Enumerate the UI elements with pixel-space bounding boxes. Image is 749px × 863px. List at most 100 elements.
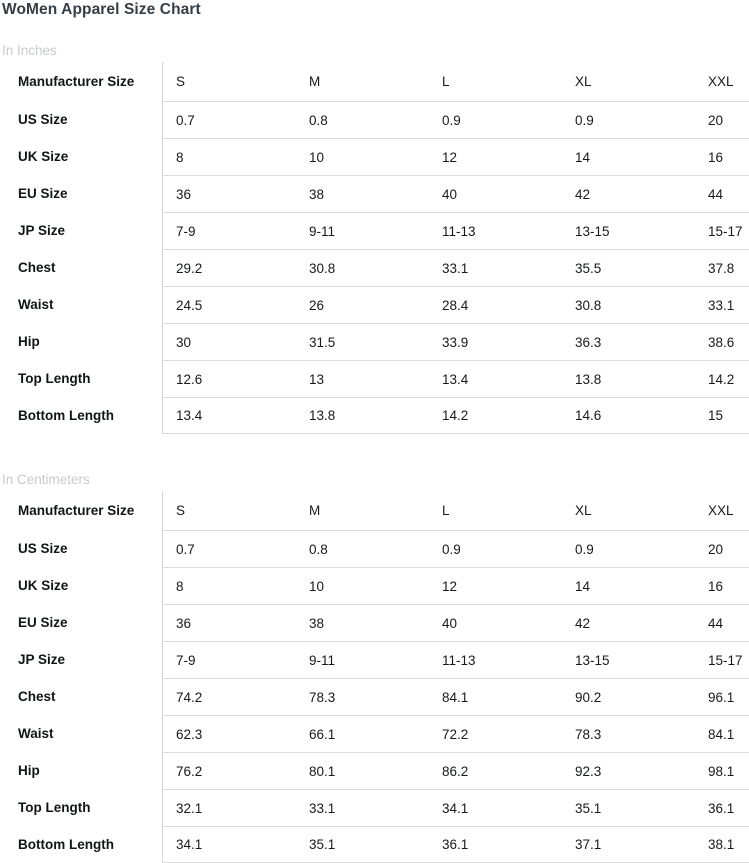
value-cell: 29.2	[163, 249, 296, 286]
value-cell: 16	[695, 138, 749, 175]
value-cell: 14	[562, 138, 695, 175]
manufacturer-size-header-cell: Manufacturer Size	[0, 491, 163, 530]
table-row: EU Size 36 38 40 42 44	[0, 175, 749, 212]
value-cell: 15-17	[695, 641, 749, 678]
value-cell: 28.4	[429, 286, 562, 323]
value-cell: 7-9	[163, 212, 296, 249]
value-cell: 38	[296, 175, 429, 212]
table-row: Top Length 12.6 13 13.4 13.8 14.2	[0, 360, 749, 397]
value-cell: 31.5	[296, 323, 429, 360]
value-cell: 35.5	[562, 249, 695, 286]
row-label: EU Size	[0, 604, 163, 641]
table-row: UK Size 8 10 12 14 16	[0, 567, 749, 604]
value-cell: 74.2	[163, 678, 296, 715]
table-row: US Size 0.7 0.8 0.9 0.9 20	[0, 101, 749, 138]
row-label: Hip	[0, 752, 163, 789]
value-cell: 98.1	[695, 752, 749, 789]
table-header-row: Manufacturer Size S M L XL XXL	[0, 62, 749, 101]
value-cell: 13	[296, 360, 429, 397]
row-label: Chest	[0, 249, 163, 286]
value-cell: 9-11	[296, 641, 429, 678]
table-row: JP Size 7-9 9-11 11-13 13-15 15-17	[0, 212, 749, 249]
value-cell: 72.2	[429, 715, 562, 752]
value-cell: 16	[695, 567, 749, 604]
column-header-xl: XL	[575, 74, 592, 89]
row-label: US Size	[0, 101, 163, 138]
value-cell: 76.2	[163, 752, 296, 789]
value-cell: 38	[296, 604, 429, 641]
row-label: JP Size	[0, 641, 163, 678]
value-cell: 26	[296, 286, 429, 323]
value-cell: 36.1	[429, 826, 562, 863]
table-row: Bottom Length 13.4 13.8 14.2 14.6 15	[0, 397, 749, 434]
table-row: Bottom Length 34.1 35.1 36.1 37.1 38.1	[0, 826, 749, 863]
column-header-s: S	[176, 74, 186, 89]
column-header-xxl: XXL	[708, 74, 734, 89]
value-cell: 0.9	[429, 101, 562, 138]
value-cell: 84.1	[429, 678, 562, 715]
column-header-m: M	[309, 74, 321, 89]
value-cell: 14	[562, 567, 695, 604]
value-cell: 33.1	[296, 789, 429, 826]
row-label: Top Length	[0, 360, 163, 397]
value-cell: 66.1	[296, 715, 429, 752]
value-cell: 24.5	[163, 286, 296, 323]
table-row: Top Length 32.1 33.1 34.1 35.1 36.1	[0, 789, 749, 826]
value-cell: 20	[695, 101, 749, 138]
value-cell: 35.1	[296, 826, 429, 863]
value-cell: 44	[695, 175, 749, 212]
value-cell: 10	[296, 138, 429, 175]
table-rows-centimeters: US Size 0.7 0.8 0.9 0.9 20 UK Size 8 10 12 14 16 EU …	[0, 530, 749, 863]
row-label: Top Length	[0, 789, 163, 826]
table-row: Waist 24.5 26 28.4 30.8 33.1	[0, 286, 749, 323]
value-cell: 42	[562, 175, 695, 212]
value-cell: 33.9	[429, 323, 562, 360]
table-row: JP Size 7-9 9-11 11-13 13-15 15-17	[0, 641, 749, 678]
value-cell: 30.8	[296, 249, 429, 286]
table-row: Hip 30 31.5 33.9 36.3 38.6	[0, 323, 749, 360]
column-header-l: L	[442, 74, 450, 89]
value-cell: 30.8	[562, 286, 695, 323]
value-cell: 36.1	[695, 789, 749, 826]
value-cell: 36	[163, 175, 296, 212]
size-table-inches: Manufacturer Size S M L XL XXL US Size 0.…	[0, 62, 749, 434]
value-cell: 12.6	[163, 360, 296, 397]
section-label-centimeters: In Centimeters	[2, 472, 90, 487]
value-cell: 92.3	[562, 752, 695, 789]
value-cell: 8	[163, 567, 296, 604]
value-cell: 33.1	[695, 286, 749, 323]
value-cell: 35.1	[562, 789, 695, 826]
value-cell: 30	[163, 323, 296, 360]
value-cell: 20	[695, 530, 749, 567]
value-cell: 32.1	[163, 789, 296, 826]
value-cell: 78.3	[562, 715, 695, 752]
value-cell: 80.1	[296, 752, 429, 789]
row-label: Bottom Length	[0, 397, 163, 434]
value-cell: 11-13	[429, 641, 562, 678]
value-cell: 15-17	[695, 212, 749, 249]
table-rows-inches: US Size 0.7 0.8 0.9 0.9 20 UK Size 8 10 12 14 16 EU …	[0, 101, 749, 434]
value-cell: 13-15	[562, 212, 695, 249]
value-cell: 36.3	[562, 323, 695, 360]
value-cell: 15	[695, 397, 749, 434]
value-cell: 44	[695, 604, 749, 641]
value-cell: 36	[163, 604, 296, 641]
value-cell: 90.2	[562, 678, 695, 715]
value-cell: 84.1	[695, 715, 749, 752]
row-label: UK Size	[0, 138, 163, 175]
value-cell: 0.8	[296, 101, 429, 138]
column-header-s: S	[176, 503, 186, 518]
column-header-l: L	[442, 503, 450, 518]
value-cell: 40	[429, 175, 562, 212]
value-cell: 8	[163, 138, 296, 175]
page-title: WoMen Apparel Size Chart	[2, 1, 201, 18]
value-cell: 38.6	[695, 323, 749, 360]
table-row: Waist 62.3 66.1 72.2 78.3 84.1	[0, 715, 749, 752]
value-cell: 0.7	[163, 530, 296, 567]
table-row: UK Size 8 10 12 14 16	[0, 138, 749, 175]
column-header-xxl: XXL	[708, 503, 734, 518]
value-cell: 37.8	[695, 249, 749, 286]
table-row: Chest 29.2 30.8 33.1 35.5 37.8	[0, 249, 749, 286]
table-row: Hip 76.2 80.1 86.2 92.3 98.1	[0, 752, 749, 789]
